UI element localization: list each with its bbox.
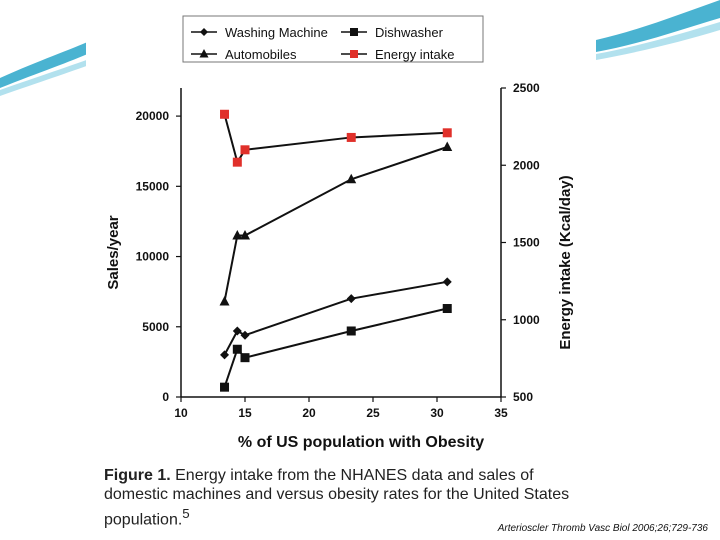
legend-marker-dishwasher [350, 28, 358, 36]
legend-label-automobiles: Automobiles [225, 47, 297, 62]
data-point-washing-machine [232, 326, 242, 336]
data-point-energy-intake [442, 128, 452, 138]
x-tick-label: 15 [238, 406, 252, 420]
legend-label-dishwasher: Dishwasher [375, 25, 444, 40]
x-tick-label: 20 [302, 406, 316, 420]
legend-marker-automobiles [199, 49, 209, 58]
data-point-automobiles [240, 229, 250, 240]
citation: Arterioscler Thromb Vasc Biol 2006;26;72… [497, 523, 708, 534]
y-right-tick-label: 2500 [513, 81, 540, 95]
figure-panel: 10 15 20 25 30 35 0 5000 10000 15000 20000 500 1000 1… [86, 8, 596, 530]
series-line-energy-intake [223, 114, 448, 165]
data-point-dishwasher [232, 344, 242, 354]
data-point-washing-machine [346, 294, 356, 304]
y-left-tick-label: 15000 [136, 179, 170, 193]
series-line-dishwasher [223, 307, 448, 388]
series-line-washing-machine [223, 280, 448, 356]
data-point-energy-intake [240, 145, 250, 155]
slide-wave-left [0, 40, 92, 88]
caption-reference: 5 [182, 506, 190, 521]
data-point-washing-machine [240, 330, 250, 340]
x-tick-label: 30 [430, 406, 444, 420]
legend-label-washing-machine: Washing Machine [225, 25, 328, 40]
data-point-dishwasher [220, 382, 230, 392]
y-left-tick-label: 5000 [142, 320, 169, 334]
y-right-tick-label: 1000 [513, 313, 540, 327]
series-line-automobiles [223, 146, 448, 302]
x-tick-label: 35 [494, 406, 508, 420]
y-right-tick-label: 2000 [513, 158, 540, 172]
y-right-tick-label: 500 [513, 390, 533, 404]
slide-wave-right [596, 0, 720, 52]
legend-box [182, 15, 484, 63]
y-left-tick-label: 10000 [136, 250, 170, 264]
data-point-dishwasher [442, 304, 452, 314]
legend-label-energy-intake: Energy intake [375, 47, 455, 62]
y-right-tick-label: 1500 [513, 236, 540, 250]
data-point-energy-intake [220, 109, 230, 119]
data-point-automobiles [442, 141, 453, 151]
data-point-washing-machine [442, 277, 452, 287]
data-point-automobiles [346, 173, 357, 184]
slide-wave-right-light [596, 22, 720, 60]
caption-label: Figure 1. [104, 467, 171, 484]
chart: 10 15 20 25 30 35 0 5000 10000 15000 20000 500 1000 1… [105, 15, 574, 451]
data-point-washing-machine [220, 350, 230, 360]
data-point-dishwasher [240, 353, 250, 363]
data-point-dishwasher [346, 326, 356, 336]
x-tick-label: 10 [174, 406, 188, 420]
y-axis-label-left: Sales/year [105, 215, 122, 289]
data-point-automobiles [219, 295, 230, 306]
data-point-energy-intake [232, 157, 242, 167]
caption-text: Energy intake from the NHANES data and s… [104, 467, 570, 529]
y-axis-label-right: Energy intake (Kcal/day) [557, 175, 574, 349]
data-point-automobiles [232, 229, 243, 240]
data-point-energy-intake [346, 132, 356, 142]
legend-marker-washing-machine [200, 28, 208, 36]
slide-wave-left-light [0, 58, 92, 96]
y-left-tick-label: 0 [162, 390, 169, 404]
figure-caption: Figure 1. Energy intake from the NHANES … [104, 466, 574, 529]
x-tick-label: 25 [366, 406, 380, 420]
y-left-tick-label: 20000 [136, 109, 170, 123]
legend-marker-energy-intake [350, 50, 358, 58]
x-axis-label: % of US population with Obesity [238, 434, 484, 451]
